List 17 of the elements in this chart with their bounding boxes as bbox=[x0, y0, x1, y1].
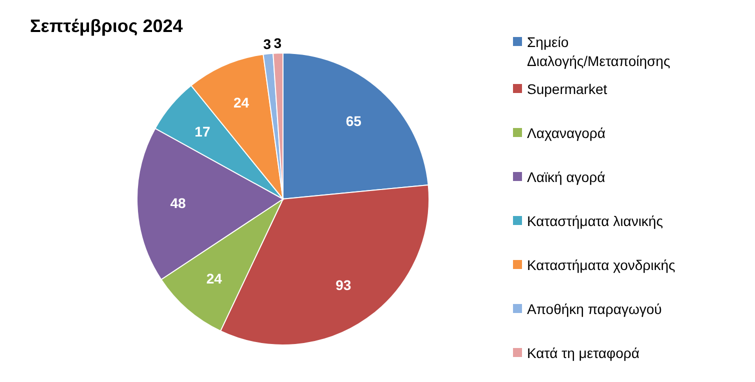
data-label: 3 bbox=[263, 36, 272, 52]
legend-label: Καταστήματα λιανικής bbox=[527, 213, 664, 229]
legend-label: Καταστήματα χονδρικής bbox=[527, 257, 676, 273]
legend-label: Κατά τη μεταφορά bbox=[527, 345, 640, 361]
legend-label: Αποθήκη παραγωγού bbox=[527, 301, 662, 317]
legend-label: Λαχαναγορά bbox=[527, 125, 606, 141]
chart-title: Σεπτέμβριος 2024 bbox=[30, 16, 183, 36]
legend-label: Supermarket bbox=[527, 81, 608, 97]
data-label: 24 bbox=[206, 270, 222, 286]
data-label: 48 bbox=[170, 195, 186, 212]
data-label: 93 bbox=[336, 277, 352, 294]
legend-label: Σημείο Διαλογής/Μεταποίησης bbox=[527, 34, 670, 69]
data-label: 17 bbox=[194, 123, 210, 140]
legend-label: Λαϊκή αγορά bbox=[527, 169, 606, 185]
data-label: 24 bbox=[233, 94, 250, 111]
data-label: 3 bbox=[274, 35, 282, 52]
data-label: 65 bbox=[346, 113, 362, 130]
